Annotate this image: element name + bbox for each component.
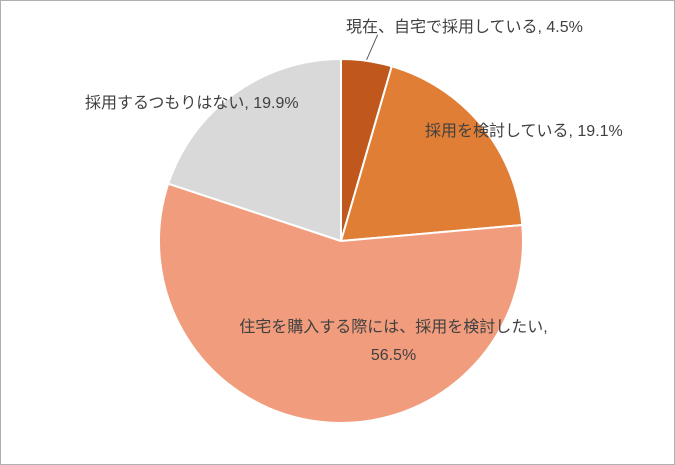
pie-slice-3	[167, 58, 342, 242]
data-label-when-purchasing: 住宅を購入する際には、採用を検討したい, 56.5%	[226, 314, 561, 370]
data-label-when-purchasing-line2: 56.5%	[370, 347, 417, 364]
label-leader-line	[366, 34, 379, 61]
pie-slice-2	[158, 182, 524, 424]
pie-slice-1	[340, 65, 524, 242]
data-label-current-home: 現在、自宅で採用している, 4.5%	[346, 19, 583, 36]
data-label-considering: 採用を検討している, 19.1%	[425, 123, 623, 140]
data-label-when-purchasing-line1: 住宅を購入する際には、採用を検討したい,	[239, 319, 548, 336]
data-label-no-plan: 採用するつもりはない, 19.9%	[85, 95, 299, 112]
